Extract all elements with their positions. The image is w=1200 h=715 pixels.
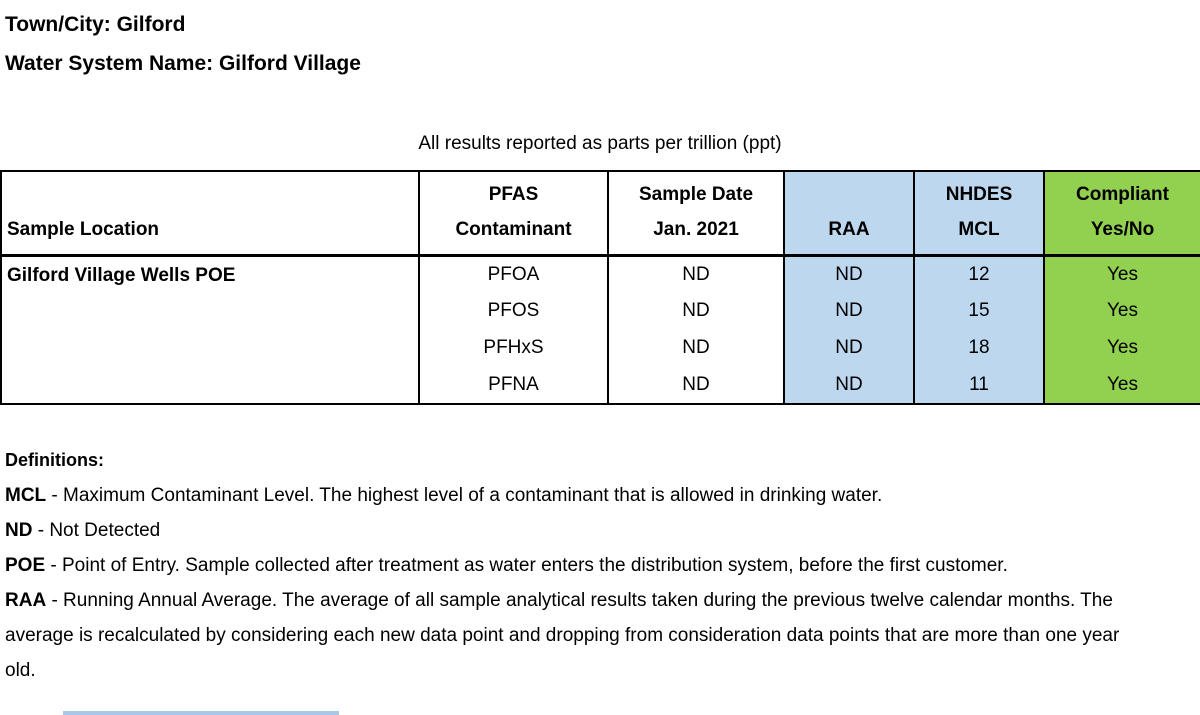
definition-term: POE <box>5 554 46 576</box>
sample-result-cell: ND <box>607 292 785 330</box>
contaminant-cell: PFNA <box>418 366 609 404</box>
contaminant-cell: PFHxS <box>418 329 609 367</box>
definitions-section: Definitions: MCL - Maximum Contaminant L… <box>0 443 1200 688</box>
definition-text: - Not Detected <box>32 519 161 541</box>
raa-cell: ND <box>783 255 915 293</box>
raa-cell: ND <box>783 366 915 404</box>
header-nhdes-mcl: NHDES MCL <box>913 171 1045 257</box>
compliant-cell: Yes <box>1043 255 1200 293</box>
definition-text: - Running Annual Average. The average of… <box>5 589 1120 681</box>
mcl-cell: 15 <box>913 292 1045 330</box>
raa-cell: ND <box>783 329 915 367</box>
header-sample-location: Sample Location <box>0 171 420 257</box>
header-compliant: Compliant Yes/No <box>1043 171 1200 257</box>
table-row: PFHxS ND ND 18 Yes <box>1 329 1200 367</box>
header-sample-location-label: Sample Location <box>7 219 160 240</box>
results-table: Sample Location PFAS Contaminant Sample … <box>0 170 1200 405</box>
sample-result-cell: ND <box>607 255 785 293</box>
definition-item: RAA - Running Annual Average. The averag… <box>5 583 1155 688</box>
contaminant-cell: PFOS <box>418 292 609 330</box>
compliant-cell: Yes <box>1043 292 1200 330</box>
definition-text: - Point of Entry. Sample collected after… <box>45 554 1008 576</box>
definition-term: ND <box>5 519 33 541</box>
definition-term: MCL <box>5 484 47 506</box>
town-city-title: Town/City: Gilford <box>5 13 186 36</box>
sample-result-cell: ND <box>607 329 785 367</box>
mcl-cell: 18 <box>913 329 1045 367</box>
results-units-subtitle: All results reported as parts per trilli… <box>418 133 782 154</box>
sample-location-cell: Gilford Village Wells POE <box>0 255 420 404</box>
definitions-title: Definitions: <box>5 449 104 470</box>
compliant-cell: Yes <box>1043 329 1200 367</box>
definition-item: ND - Not Detected <box>5 513 1155 548</box>
header-pfas-contaminant: PFAS Contaminant <box>418 171 609 257</box>
table-header-row: Sample Location PFAS Contaminant Sample … <box>0 171 1200 257</box>
mcl-cell: 12 <box>913 255 1045 293</box>
table-row: PFOS ND ND 15 Yes <box>1 292 1200 330</box>
header-raa: RAA <box>783 171 915 257</box>
water-system-title: Water System Name: Gilford Village <box>5 52 361 75</box>
raa-cell: ND <box>783 292 915 330</box>
definition-item: POE - Point of Entry. Sample collected a… <box>5 548 1155 583</box>
cutoff-content-strip <box>63 711 339 715</box>
contaminant-cell: PFOA <box>418 255 609 293</box>
compliant-cell: Yes <box>1043 366 1200 404</box>
sample-result-cell: ND <box>607 366 785 404</box>
document-header: Town/City: Gilford Water System Name: Gi… <box>0 0 1200 83</box>
definition-term: RAA <box>5 589 47 611</box>
mcl-cell: 11 <box>913 366 1045 404</box>
definition-text: - Maximum Contaminant Level. The highest… <box>46 484 883 506</box>
table-row: Gilford Village Wells POE PFOA ND ND 12 … <box>0 255 1200 404</box>
header-sample-date: Sample Date Jan. 2021 <box>607 171 785 257</box>
table-row: PFNA ND ND 11 Yes <box>1 366 1200 404</box>
definition-item: MCL - Maximum Contaminant Level. The hig… <box>5 478 1155 513</box>
